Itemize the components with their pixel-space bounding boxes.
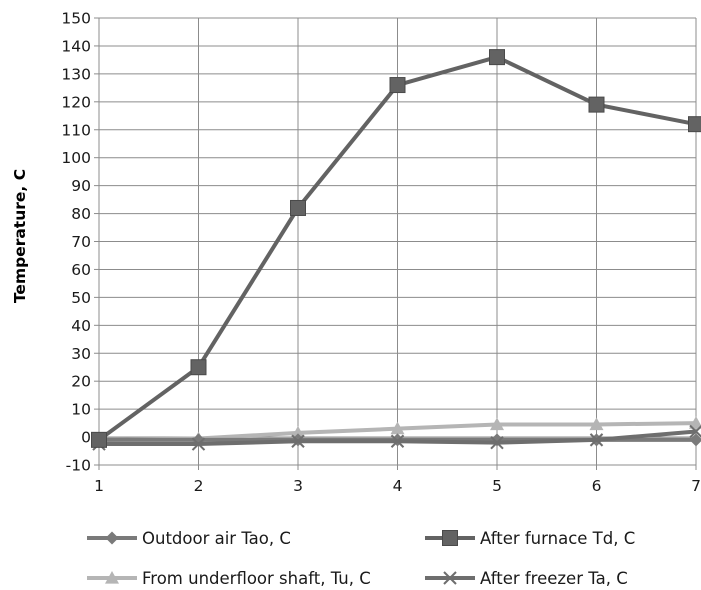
y-tick-label: 120: [61, 93, 91, 111]
data-point: [490, 417, 504, 431]
data-point: [490, 435, 504, 450]
y-tick-label: 70: [71, 233, 91, 251]
data-point: [689, 416, 701, 429]
x-tick-label: 3: [293, 477, 303, 495]
legend-item: After freezer Ta, C: [425, 569, 628, 588]
x-tick-label: 6: [592, 477, 602, 495]
y-tick-label: 110: [61, 121, 91, 139]
data-point: [191, 437, 206, 451]
data-point: [390, 421, 405, 435]
legend-label: Outdoor air Tao, C: [142, 529, 291, 548]
data-point: [291, 425, 305, 439]
legend-item: Outdoor air Tao, C: [87, 529, 291, 548]
tick-labels: -10 0 10 20 30 40 50 60 70 80 90 100 110 120 130 140 150…: [61, 10, 701, 496]
series-1: [91, 49, 701, 448]
y-tick-label: 60: [71, 261, 91, 279]
data-point: [589, 417, 604, 431]
legend-label: From underfloor shaft, Tu, C: [142, 569, 371, 588]
y-tick-label: 100: [61, 149, 91, 167]
x-tick-label: 2: [194, 477, 204, 495]
legend-label: After furnace Td, C: [480, 529, 635, 548]
y-tick-label: 40: [71, 317, 91, 335]
legend-marker: [442, 530, 458, 546]
legend-marker: [105, 571, 119, 584]
y-tick-label: 10: [71, 401, 91, 419]
y-tick-label: 150: [61, 10, 91, 28]
data-point: [190, 359, 207, 376]
y-tick-label: 30: [71, 345, 91, 363]
x-tick-label: 1: [94, 477, 104, 495]
legend-marker: [105, 531, 119, 545]
data-point: [291, 434, 305, 448]
data-point: [689, 433, 701, 447]
legend-label: After freezer Ta, C: [480, 569, 628, 588]
y-tick-label: 20: [71, 373, 91, 391]
legend: Outdoor air Tao, C After furnace Td, C Fro…: [87, 529, 635, 588]
data-point: [688, 116, 701, 133]
series: [91, 49, 701, 451]
y-axis-title: Temperature, C: [11, 169, 29, 303]
data-point: [390, 434, 405, 448]
data-point: [290, 199, 306, 216]
y-tick-label: 80: [71, 205, 91, 223]
data-point: [588, 96, 605, 113]
legend-item: After furnace Td, C: [425, 529, 635, 548]
y-tick-label: -10: [66, 457, 91, 475]
legend-marker: [443, 571, 457, 585]
y-tick-label: 50: [71, 289, 91, 307]
data-point: [91, 431, 107, 448]
data-point: [489, 49, 505, 66]
data-point: [589, 433, 604, 447]
y-tick-label: 0: [81, 429, 91, 447]
y-tick-label: 90: [71, 177, 91, 195]
x-tick-label: 4: [393, 477, 403, 495]
y-tick-label: 130: [61, 65, 91, 83]
x-tick-label: 7: [691, 477, 701, 495]
y-tick-label: 140: [61, 37, 91, 55]
x-tick-label: 5: [492, 477, 502, 495]
data-point: [689, 424, 701, 439]
legend-item: From underfloor shaft, Tu, C: [87, 569, 371, 588]
data-point: [389, 77, 406, 94]
